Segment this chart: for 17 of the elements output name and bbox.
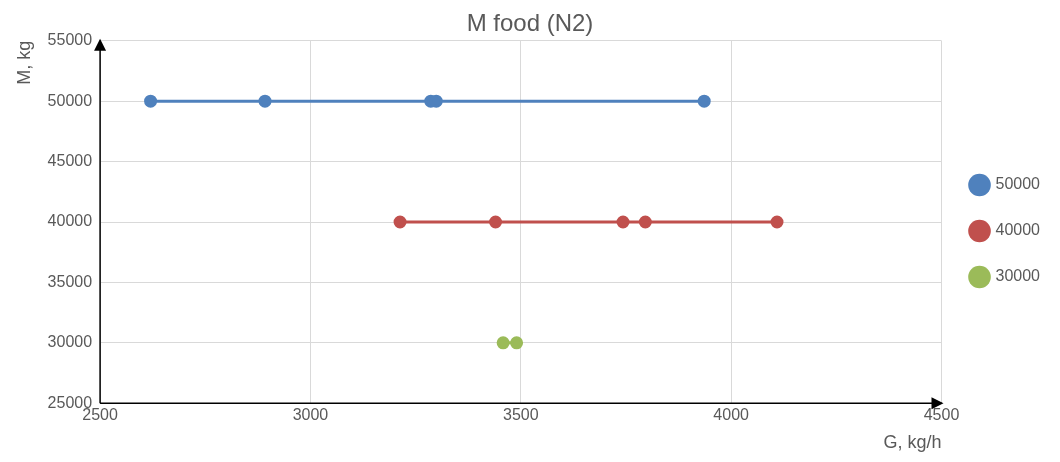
chart-title: M food (N2) (466, 9, 594, 37)
x-tick-label: 2500 (82, 406, 118, 424)
y-tick-label: 45000 (47, 152, 93, 170)
x-tick-label: 4500 (923, 406, 960, 424)
legend-label: 50000 (995, 175, 1041, 193)
x-tick-label: 4000 (713, 406, 750, 424)
x-tick-label: 3000 (292, 406, 329, 424)
y-axis-title: M, kg (13, 40, 34, 85)
y-tick-label: 30000 (47, 333, 93, 351)
x-tick-label: 3500 (503, 406, 539, 424)
y-tick-label: 55000 (47, 31, 93, 49)
legend-label: 30000 (995, 267, 1041, 285)
y-tick-label: 40000 (47, 212, 93, 230)
y-tick-label: 35000 (47, 272, 93, 290)
x-axis-title: G, kg/h (883, 432, 942, 453)
y-tick-label: 50000 (47, 91, 93, 109)
legend-label: 40000 (995, 221, 1041, 239)
